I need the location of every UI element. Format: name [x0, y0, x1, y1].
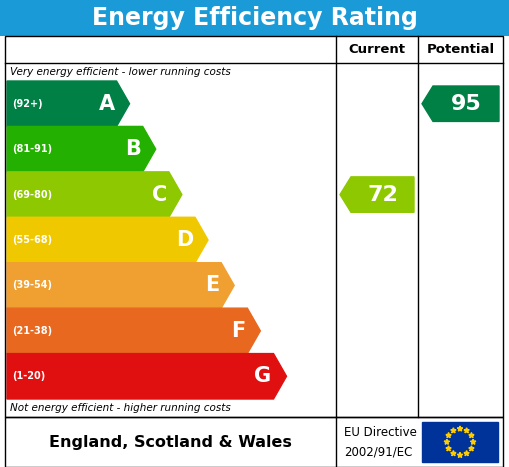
Polygon shape: [7, 172, 182, 217]
Text: F: F: [231, 321, 245, 341]
Polygon shape: [458, 426, 463, 431]
Bar: [5, 36, 503, 417]
Text: Not energy efficient - higher running costs: Not energy efficient - higher running co…: [10, 403, 231, 413]
Text: C: C: [152, 184, 167, 205]
Polygon shape: [444, 439, 449, 444]
Text: Potential: Potential: [427, 43, 495, 56]
Text: A: A: [98, 94, 115, 113]
Polygon shape: [469, 432, 474, 438]
Bar: [0, 0, 509, 36]
Text: EU Directive: EU Directive: [344, 425, 417, 439]
Text: Current: Current: [349, 43, 406, 56]
Polygon shape: [446, 446, 451, 451]
Polygon shape: [7, 127, 156, 172]
Text: D: D: [176, 230, 193, 250]
Text: G: G: [254, 366, 271, 386]
Polygon shape: [470, 439, 476, 444]
Polygon shape: [451, 451, 456, 456]
Bar: [422, 422, 498, 462]
Polygon shape: [7, 263, 234, 308]
Text: (81-91): (81-91): [12, 144, 52, 154]
Text: B: B: [125, 139, 140, 159]
Polygon shape: [464, 451, 469, 456]
Polygon shape: [7, 81, 130, 127]
Polygon shape: [469, 446, 474, 451]
Text: 72: 72: [367, 184, 398, 205]
Text: 95: 95: [450, 94, 482, 113]
Polygon shape: [451, 428, 456, 433]
Polygon shape: [7, 354, 287, 399]
Text: (21-38): (21-38): [12, 326, 52, 336]
Text: England, Scotland & Wales: England, Scotland & Wales: [49, 434, 292, 450]
Polygon shape: [340, 177, 414, 212]
Polygon shape: [7, 217, 208, 263]
Text: Very energy efficient - lower running costs: Very energy efficient - lower running co…: [10, 67, 231, 77]
Text: 2002/91/EC: 2002/91/EC: [344, 446, 412, 459]
Text: E: E: [205, 276, 219, 296]
Polygon shape: [7, 308, 260, 354]
Polygon shape: [464, 428, 469, 433]
Polygon shape: [458, 453, 463, 458]
Text: Energy Efficiency Rating: Energy Efficiency Rating: [92, 6, 417, 30]
Text: (69-80): (69-80): [12, 190, 52, 199]
Text: (55-68): (55-68): [12, 235, 52, 245]
Text: (39-54): (39-54): [12, 280, 52, 290]
Polygon shape: [446, 432, 451, 438]
Text: (92+): (92+): [12, 99, 43, 109]
Bar: [5, 417, 503, 467]
Polygon shape: [422, 86, 499, 121]
Text: (1-20): (1-20): [12, 371, 45, 381]
